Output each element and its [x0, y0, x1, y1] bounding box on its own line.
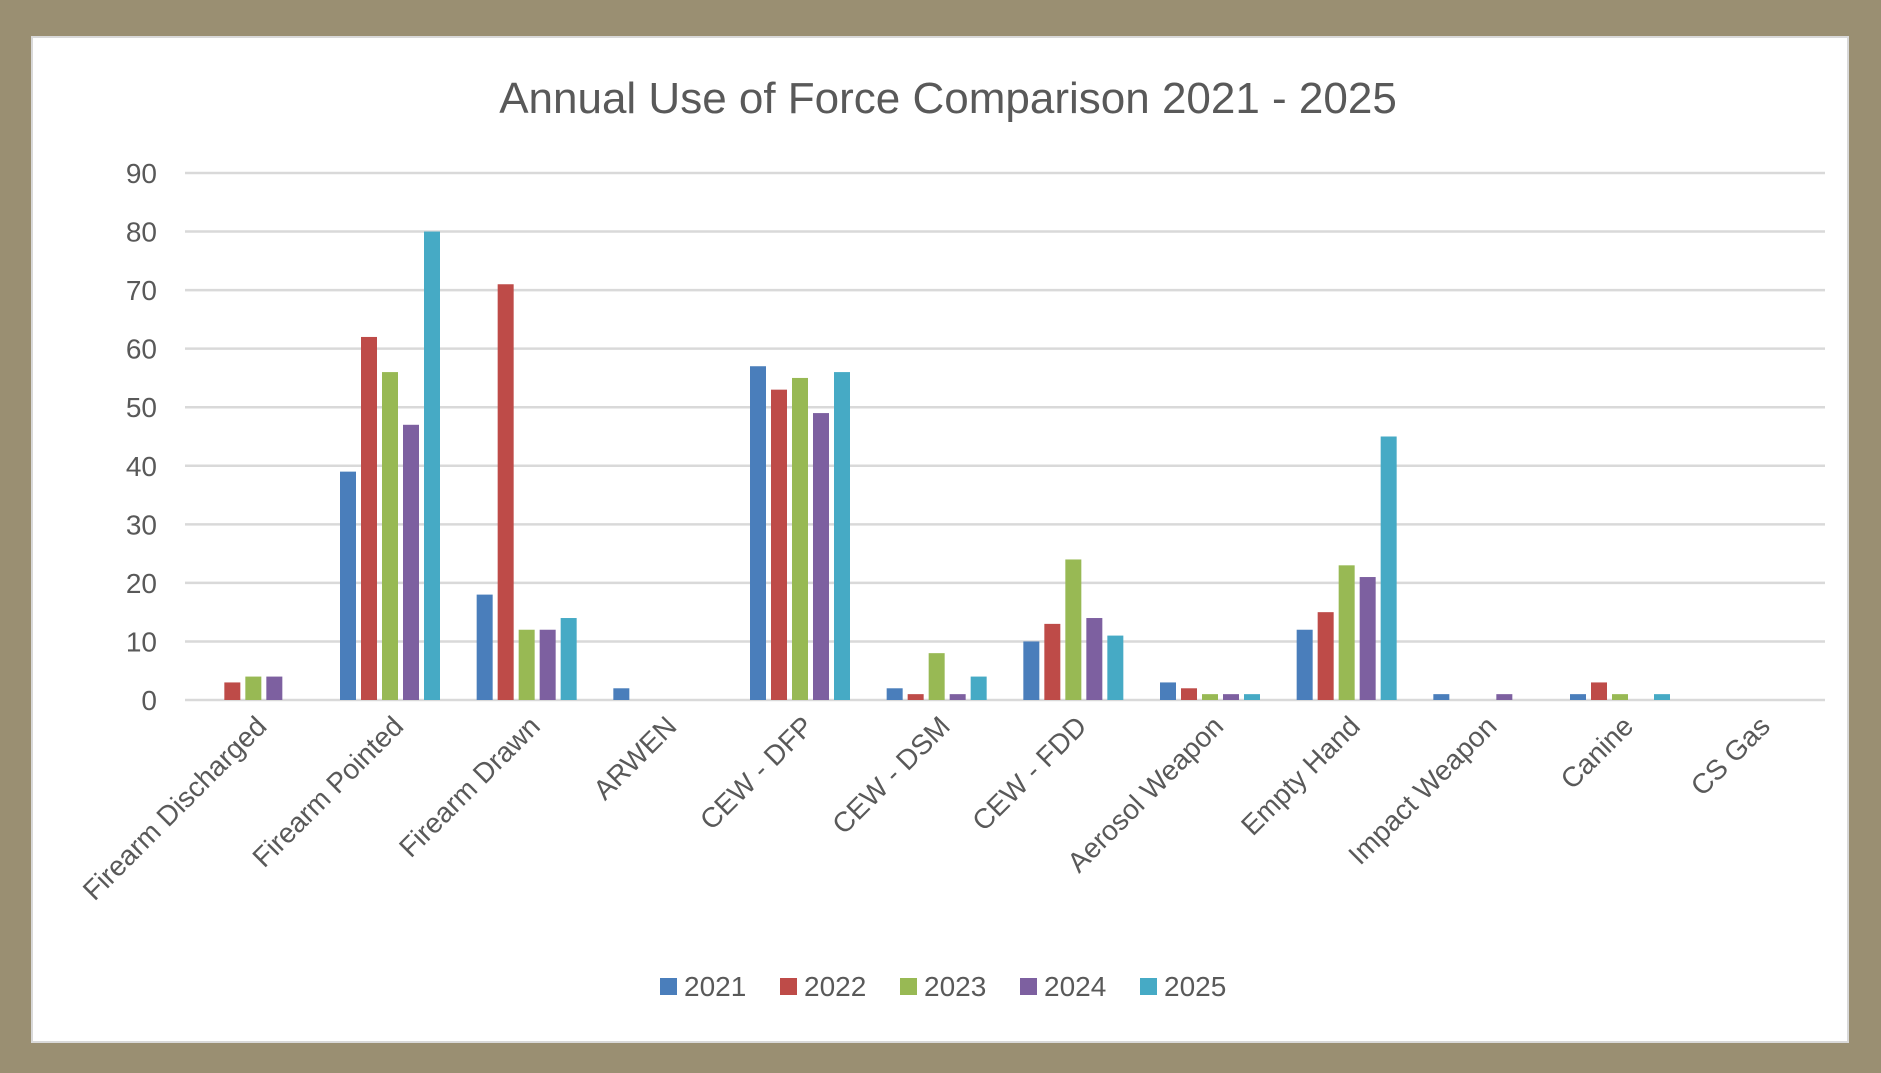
bar-2024-4	[813, 413, 829, 700]
bar-2022-2	[497, 284, 514, 700]
bar-2024-9	[1496, 694, 1513, 700]
legend-label-2022: 2022	[804, 971, 866, 1002]
bar-2022-4	[771, 389, 787, 700]
bar-2024-2	[539, 629, 556, 700]
y-tick-label: 70	[126, 275, 157, 306]
x-category-label: ARWEN	[587, 710, 682, 805]
bar-2022-7	[1181, 688, 1197, 700]
y-tick-label: 20	[126, 568, 157, 599]
gridlines	[185, 171, 1825, 702]
bar-2025-2	[560, 618, 577, 700]
bar-2025-5	[970, 676, 987, 700]
y-tick-label: 10	[126, 626, 157, 657]
legend-label-2021: 2021	[684, 971, 746, 1002]
bar-2023-7	[1202, 694, 1218, 700]
bar-2021-9	[1433, 694, 1450, 700]
bar-2025-7	[1244, 694, 1260, 700]
y-tick-label: 60	[126, 334, 157, 365]
x-category-label: CEW - FDD	[966, 710, 1092, 836]
bar-2024-6	[1086, 618, 1103, 700]
x-category-label: Firearm Pointed	[246, 710, 409, 873]
y-tick-label: 40	[126, 451, 157, 482]
y-tick-label: 80	[126, 217, 157, 248]
bar-2021-10	[1570, 694, 1586, 700]
bar-2025-6	[1107, 635, 1124, 700]
y-axis-ticks: 0 10 20 30 40 50 60 70 80 90	[126, 158, 157, 716]
bar-2021-5	[886, 688, 903, 700]
bar-2022-6	[1044, 623, 1061, 700]
x-category-label: Impact Weapon	[1342, 710, 1502, 870]
bar-2023-8	[1338, 565, 1355, 700]
bar-2021-3	[613, 688, 630, 700]
bar-2023-5	[928, 653, 945, 700]
bar-2022-5	[907, 694, 924, 700]
y-tick-label: 0	[141, 685, 157, 716]
bar-2024-1	[403, 424, 419, 700]
bar-2023-4	[792, 377, 808, 700]
x-category-label: Firearm Drawn	[393, 710, 546, 863]
bar-2025-4	[834, 372, 850, 700]
legend-label-2023: 2023	[924, 971, 986, 1002]
bar-2022-10	[1591, 682, 1607, 700]
bars	[224, 231, 1670, 701]
x-category-label: CS Gas	[1685, 710, 1776, 801]
bar-2024-8	[1359, 577, 1376, 700]
bar-2021-6	[1023, 641, 1040, 700]
legend-label-2025: 2025	[1164, 971, 1226, 1002]
chart-title: Annual Use of Force Comparison 2021 - 20…	[499, 74, 1397, 123]
bar-2023-10	[1612, 694, 1628, 700]
bar-2023-6	[1065, 559, 1082, 700]
y-tick-label: 50	[126, 392, 157, 423]
y-tick-label: 30	[126, 509, 157, 540]
bar-2023-2	[518, 629, 535, 700]
legend: 2021 2022 2023 2024 2025	[660, 971, 1226, 1002]
legend-swatch-2023	[900, 978, 917, 995]
bar-2021-2	[476, 594, 493, 700]
legend-swatch-2025	[1140, 978, 1157, 995]
x-category-label: CEW - DFP	[694, 710, 819, 835]
x-category-label: Firearm Discharged	[77, 710, 273, 906]
legend-label-2024: 2024	[1044, 971, 1106, 1002]
bar-2025-8	[1380, 436, 1397, 700]
x-category-label: CEW - DSM	[826, 710, 956, 840]
bar-2025-1	[424, 231, 440, 701]
y-tick-label: 90	[126, 158, 157, 189]
bar-2024-7	[1223, 694, 1239, 700]
legend-swatch-2022	[780, 978, 797, 995]
bar-2021-4	[750, 366, 766, 700]
x-category-label: Canine	[1555, 710, 1640, 795]
bar-2021-8	[1296, 629, 1313, 700]
legend-swatch-2024	[1020, 978, 1037, 995]
chart-panel	[31, 36, 1849, 1043]
x-category-label: Empty Hand	[1235, 710, 1366, 841]
bar-2021-7	[1160, 682, 1176, 700]
bar-2023-1	[382, 372, 398, 700]
bar-2024-0	[266, 676, 283, 700]
bar-2022-0	[224, 682, 241, 700]
bar-2024-5	[949, 694, 966, 700]
bar-2021-1	[340, 471, 356, 700]
bar-2025-10	[1654, 694, 1670, 700]
bar-2022-8	[1317, 612, 1334, 700]
bar-2023-0	[245, 676, 262, 700]
legend-swatch-2021	[660, 978, 677, 995]
bar-2022-1	[361, 336, 377, 700]
